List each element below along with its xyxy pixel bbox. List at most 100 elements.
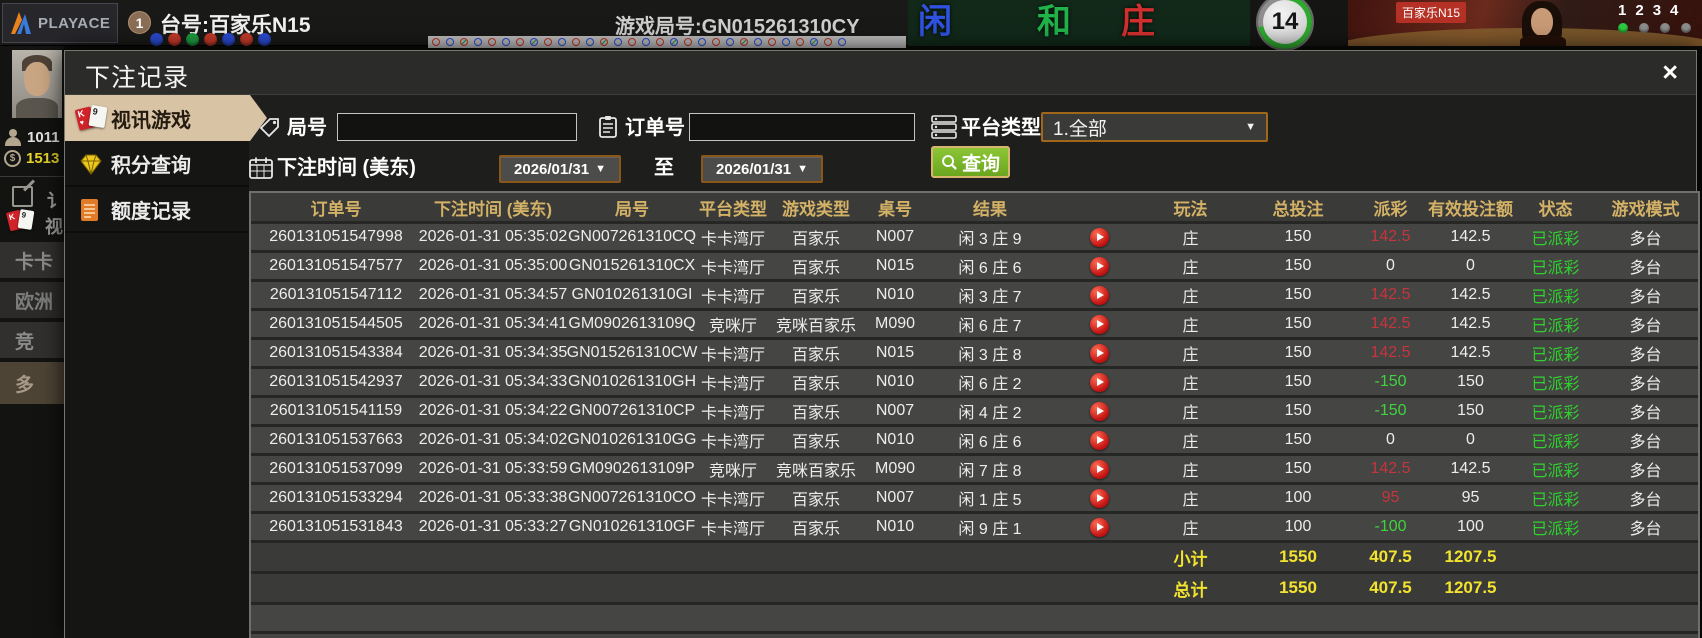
road-dot — [796, 38, 804, 46]
cell-replay — [1055, 311, 1143, 337]
note-edit-icon[interactable] — [12, 186, 33, 207]
seat-button-3[interactable]: 3 — [1652, 2, 1662, 19]
user-id-row: 1011 — [4, 128, 60, 146]
cell-game-mode: 多台 — [1629, 318, 1662, 335]
cell-replay — [1055, 224, 1143, 250]
round-no-input[interactable] — [337, 113, 577, 141]
cell-order-no: 260131051543384 — [269, 344, 403, 361]
road-dot — [768, 38, 776, 46]
cell-platform: 竞咪厅 — [708, 318, 757, 335]
seat-button-1[interactable]: 1 — [1618, 2, 1627, 19]
nav-label: 视讯游戏 — [111, 109, 191, 132]
seat-button-2[interactable]: 2 — [1635, 2, 1644, 19]
road-dot — [530, 38, 538, 46]
col-payout: 派彩 — [1373, 199, 1408, 219]
date-from-picker[interactable]: 2026/01/31 ▼ — [499, 155, 621, 183]
round-no-label: 局号 — [287, 117, 327, 139]
seat-button-4[interactable]: 4 — [1670, 2, 1679, 19]
hall-menu-item-europe[interactable]: 欧洲 — [0, 282, 64, 318]
road-dot — [684, 38, 692, 46]
replay-button[interactable] — [1089, 372, 1109, 392]
replay-button[interactable] — [1089, 227, 1109, 247]
cell-round-no: GN007261310CO — [567, 489, 697, 506]
table-body: 260131051547998 2026-01-31 05:35:02 GN00… — [251, 224, 1698, 540]
replay-button[interactable] — [1089, 343, 1109, 363]
col-round-no: 局号 — [615, 199, 649, 219]
platform-type-select[interactable]: 1.全部 ▼ — [1041, 112, 1268, 142]
cell-valid-bet: 142.5 — [1450, 315, 1491, 332]
cell-game-type: 百家乐 — [791, 289, 840, 306]
col-game-type: 游戏类型 — [782, 199, 850, 219]
cards-icon: K ♥ 9 — [77, 105, 109, 131]
clipboard-icon — [599, 116, 617, 138]
cell-result: 闲 6 庄 6 — [958, 260, 1022, 277]
query-button-label: 查询 — [962, 153, 1001, 175]
cell-result: 闲 3 庄 7 — [958, 289, 1022, 306]
cell-game-type: 百家乐 — [791, 492, 840, 509]
replay-button[interactable] — [1089, 401, 1109, 421]
cell-payout: 142.5 — [1370, 286, 1411, 303]
hall-menu-item-multi[interactable]: 多 — [0, 362, 64, 404]
cell-game-type: 竞咪百家乐 — [775, 318, 856, 335]
subtotal-payout: 407.5 — [1369, 547, 1412, 566]
nav-item-points-query[interactable]: 积分查询 — [65, 141, 249, 187]
col-table-no: 桌号 — [878, 199, 912, 219]
platform-type-value: 1.全部 — [1053, 118, 1107, 140]
hall-menu-item-jingmi[interactable]: 竞 — [0, 322, 64, 358]
col-valid-bet: 有效投注额 — [1428, 199, 1513, 219]
cell-play-type: 庄 — [1182, 318, 1199, 335]
nav-item-credit-records[interactable]: 额度记录 — [65, 187, 249, 233]
bet-zone-player[interactable]: 闲 — [918, 3, 952, 41]
cell-valid-bet: 142.5 — [1450, 460, 1491, 477]
query-button[interactable]: 查询 — [931, 146, 1011, 178]
order-no-input[interactable] — [689, 113, 915, 141]
cell-valid-bet: 150 — [1457, 373, 1484, 390]
date-to-value: 2026/01/31 — [716, 160, 792, 178]
bet-zone-banker[interactable]: 庄 — [1121, 3, 1155, 41]
subtotal-total-bet: 1550 — [1279, 547, 1317, 566]
sequence-badge: 1 — [128, 11, 151, 34]
replay-button[interactable] — [1089, 459, 1109, 479]
cell-order-no: 260131051541159 — [269, 402, 403, 419]
document-icon — [81, 199, 98, 221]
date-from-value: 2026/01/31 — [514, 160, 590, 178]
order-no-label: 订单号 — [625, 117, 685, 139]
replay-button[interactable] — [1089, 430, 1109, 450]
cell-play-type: 庄 — [1182, 260, 1199, 277]
hall-menu-item-kaka[interactable]: 卡卡 — [0, 242, 64, 278]
cell-platform: 卡卡湾厅 — [700, 347, 765, 364]
road-dot — [488, 38, 496, 46]
replay-button[interactable] — [1089, 488, 1109, 508]
nav-item-video-games[interactable]: K ♥ 9 视讯游戏 — [65, 95, 267, 141]
cell-game-mode: 多台 — [1629, 463, 1662, 480]
col-result: 结果 — [973, 199, 1007, 219]
table-row: 260131051547577 2026-01-31 05:35:00 GN01… — [251, 253, 1698, 279]
modal-sidebar: K ♥ 9 视讯游戏 积分查询 — [65, 95, 249, 638]
cell-platform: 卡卡湾厅 — [700, 492, 765, 509]
date-to-picker[interactable]: 2026/01/31 ▼ — [701, 155, 823, 183]
replay-button[interactable] — [1089, 285, 1109, 305]
betting-zones: 闲 和 庄 — [908, 0, 1250, 46]
replay-button[interactable] — [1089, 314, 1109, 334]
avatar[interactable] — [12, 50, 62, 118]
road-dot — [614, 38, 622, 46]
video-table-tag: 百家乐N15 — [1396, 2, 1467, 23]
balance-value: 1513 — [26, 150, 60, 167]
seat-number-buttons: 1 2 3 4 — [1618, 2, 1678, 19]
replay-button[interactable] — [1089, 517, 1109, 537]
cell-platform: 卡卡湾厅 — [700, 231, 765, 248]
status-badge: 已派彩 — [1531, 318, 1580, 335]
cell-order-no: 260131051547112 — [269, 286, 403, 303]
replay-button[interactable] — [1089, 256, 1109, 276]
table-row: 260131051533294 2026-01-31 05:33:38 GN00… — [251, 485, 1698, 511]
cell-round-no: GN010261310GF — [568, 518, 696, 535]
cell-play-type: 庄 — [1182, 289, 1199, 306]
date-to-label: 至 — [654, 157, 674, 179]
close-icon[interactable]: × — [1662, 57, 1678, 87]
roadmap-strip — [428, 36, 906, 48]
playace-logo-icon — [11, 12, 31, 34]
table-header-row: 订单号 下注时间 (美东) 局号 平台类型 游戏类型 桌号 结果 玩法 总投注 … — [251, 193, 1698, 221]
bet-zone-tie[interactable]: 和 — [1037, 3, 1071, 41]
cell-platform: 卡卡湾厅 — [700, 405, 765, 422]
cell-platform: 卡卡湾厅 — [700, 260, 765, 277]
